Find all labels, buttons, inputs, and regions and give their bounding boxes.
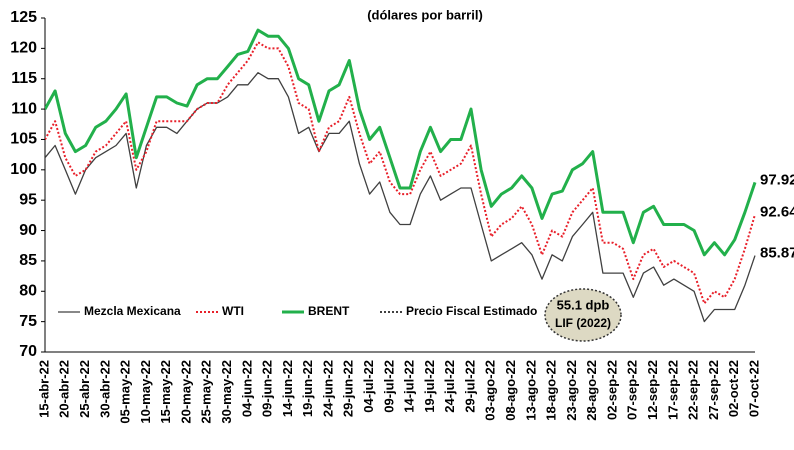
x-tick-label: 15-abr-22 (36, 360, 51, 418)
x-tick-label: 24-jul-22 (442, 360, 457, 413)
x-tick-label: 02-sep-22 (604, 360, 619, 420)
x-tick-label: 20-may-22 (178, 360, 193, 424)
series-line (45, 72, 756, 323)
x-tick-label: 28-ago-22 (584, 360, 599, 421)
y-tick-label: 125 (10, 9, 37, 26)
y-tick-label: 110 (11, 100, 37, 117)
x-tick-label: 02-oct-22 (726, 360, 741, 417)
y-tick-label: 105 (10, 131, 37, 148)
legend-label: BRENT (308, 304, 350, 318)
plot-area (45, 28, 757, 323)
x-tick-label: 30-abr-22 (97, 360, 112, 418)
x-tick-label: 15-may-22 (158, 360, 173, 424)
x-tick-label: 10-may-22 (138, 360, 153, 424)
x-tick-label: 05-may-22 (118, 360, 133, 424)
end-value-label: 97.92 (760, 171, 794, 188)
x-tick-label: 12-sep-22 (645, 360, 660, 420)
series-line (45, 28, 757, 257)
x-tick-label: 14-jul-22 (402, 360, 417, 413)
x-tick-label: 17-sep-22 (665, 360, 680, 420)
x-tick-label: 19-jun-22 (300, 360, 315, 417)
y-tick-label: 95 (19, 191, 37, 208)
y-tick-label: 85 (19, 252, 37, 269)
x-tick-label: 29-jun-22 (341, 360, 356, 417)
legend-label: Precio Fiscal Estimado (406, 304, 537, 318)
y-tick-label: 120 (10, 40, 37, 57)
x-tick-label: 04-jun-22 (239, 360, 254, 417)
x-tick-label: 14-jun-22 (280, 360, 295, 417)
x-tick-label: 23-ago-22 (564, 360, 579, 421)
annotation-text: LIF (2022) (555, 316, 611, 330)
x-tick-label: 04-jul-22 (361, 360, 376, 413)
x-tick-label: 03-ago-22 (483, 360, 498, 421)
y-tick-label: 80 (19, 282, 37, 299)
x-tick-label: 24-jun-22 (320, 360, 335, 417)
x-tick-label: 18-ago-22 (544, 360, 559, 421)
x-tick-label: 19-jul-22 (422, 360, 437, 413)
legend-label: Mezcla Mexicana (84, 304, 181, 318)
annotation-bubble (544, 288, 622, 342)
series-line (45, 41, 756, 305)
x-tick-label: 22-sep-22 (686, 360, 701, 420)
legend-label: WTI (222, 304, 244, 318)
annotation-text: 55.1 dpb (557, 297, 610, 312)
x-tick-label: 25-abr-22 (77, 360, 92, 418)
x-tick-label: 27-sep-22 (706, 360, 721, 420)
x-tick-label: 08-ago-22 (503, 360, 518, 421)
x-tick-label: 25-may-22 (199, 360, 214, 424)
x-tick-label: 09-jun-22 (260, 360, 275, 417)
x-tick-label: 30-may-22 (219, 360, 234, 424)
x-tick-label: 07-oct-22 (746, 360, 761, 417)
x-tick-label: 29-jul-22 (462, 360, 477, 413)
chart-subtitle: (dólares por barril) (367, 7, 483, 22)
x-tick-label: 07-sep-22 (625, 360, 640, 420)
y-tick-label: 115 (11, 70, 37, 87)
y-tick-label: 75 (19, 313, 37, 330)
y-tick-label: 100 (10, 161, 37, 178)
end-value-label: 85.87 (760, 245, 794, 262)
x-tick-label: 13-ago-22 (523, 360, 538, 421)
x-tick-label: 20-abr-22 (57, 360, 72, 418)
end-value-label: 92.64 (760, 203, 794, 220)
y-tick-label: 90 (19, 222, 37, 239)
x-tick-label: 09-jul-22 (381, 360, 396, 413)
y-tick-label: 70 (19, 343, 37, 360)
